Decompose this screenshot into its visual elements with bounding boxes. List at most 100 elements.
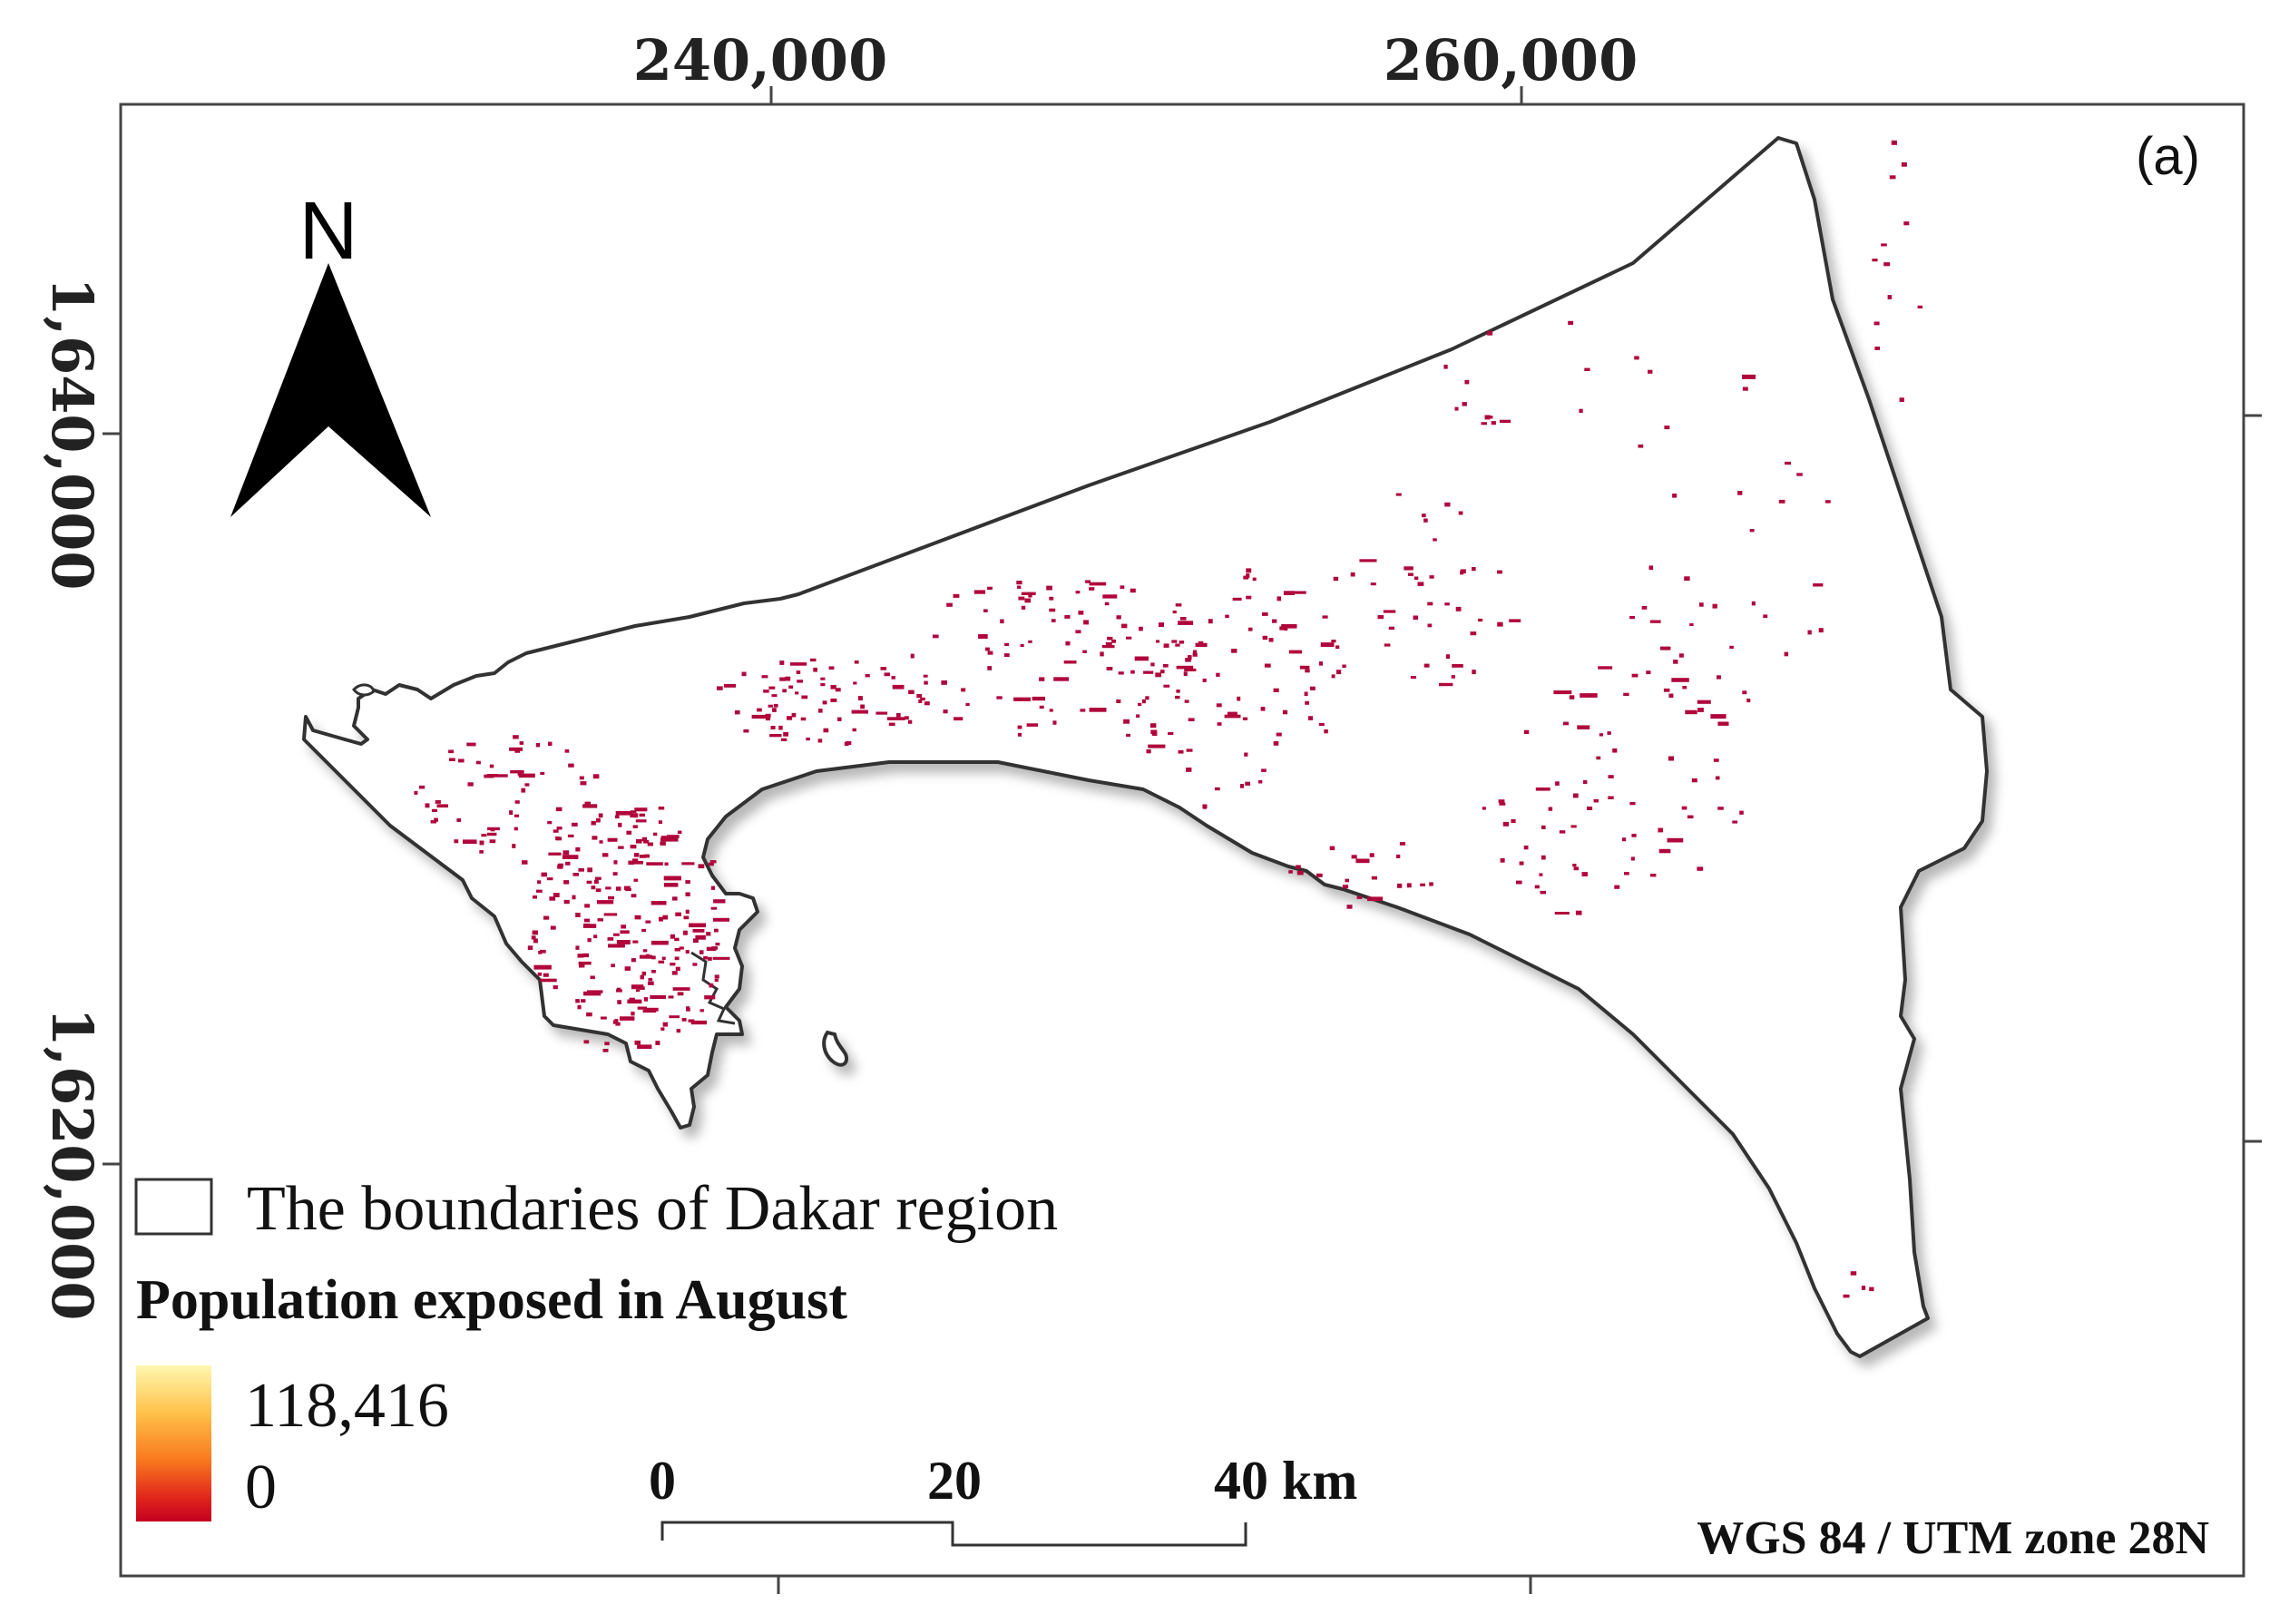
exposure-cell: [1346, 905, 1353, 909]
exposure-cell: [1460, 571, 1464, 575]
exposure-cell: [1075, 591, 1081, 594]
exposure-cell: [713, 899, 726, 904]
exposure-cell: [853, 681, 857, 685]
legend: The boundaries of Dakar region Populatio…: [134, 1174, 1058, 1522]
exposure-cell: [695, 934, 706, 940]
exposure-cell: [1126, 733, 1130, 737]
exposure-cell: [651, 970, 656, 973]
exposure-cell: [633, 853, 640, 857]
exposure-cell: [562, 855, 579, 859]
exposure-cell: [1818, 628, 1824, 633]
exposure-cell: [658, 960, 665, 964]
exposure-cell: [1246, 573, 1250, 579]
exposure-cell: [1452, 664, 1463, 668]
exposure-cell: [1584, 367, 1590, 371]
exposure-cell: [518, 773, 535, 778]
exposure-cell: [1455, 606, 1462, 611]
exposure-cell: [1284, 627, 1288, 631]
exposure-cell: [577, 954, 584, 958]
exposed-population-cells: [414, 140, 1923, 1298]
exposure-cell: [1316, 873, 1323, 877]
exposure-cell: [1673, 660, 1678, 664]
exposure-cell: [844, 741, 849, 746]
exposure-cell: [1599, 733, 1603, 737]
exposure-cell: [1155, 672, 1161, 678]
exposure-cell: [961, 688, 966, 692]
exposure-cell: [710, 906, 718, 910]
exposure-cell: [1017, 725, 1022, 729]
exposure-cell: [598, 813, 603, 818]
exposure-cell: [1874, 347, 1881, 350]
exposure-cell: [714, 974, 719, 979]
exposure-cell: [583, 1040, 590, 1044]
exposure-cell: [860, 704, 865, 709]
exposure-cell: [857, 696, 863, 700]
exposure-cell: [661, 956, 666, 961]
exposure-cell: [533, 938, 538, 944]
exposure-cell: [1162, 664, 1169, 668]
exposure-cell: [593, 934, 598, 939]
exposure-cell: [543, 915, 550, 920]
exposure-cell: [1697, 699, 1711, 704]
exposure-cell: [1697, 866, 1704, 871]
exposure-cell: [568, 763, 574, 768]
exposure-cell: [1149, 723, 1157, 729]
exposure-cell: [1335, 670, 1342, 675]
exposure-cell: [781, 738, 787, 741]
exposure-cell: [1013, 697, 1031, 701]
exposure-cell: [1104, 602, 1110, 606]
exposure-cell: [592, 774, 600, 779]
exposure-cell: [521, 788, 526, 793]
exposure-cell: [1850, 1271, 1857, 1276]
exposure-cell: [586, 880, 592, 884]
exposure-cell: [546, 877, 553, 881]
exposure-cell: [1843, 1294, 1850, 1298]
exposure-cell: [1482, 807, 1486, 810]
exposure-cell: [1420, 883, 1425, 886]
exposure-cell: [615, 1022, 621, 1026]
exposure-cell: [636, 839, 642, 844]
exposure-cell: [1638, 444, 1644, 448]
exposure-cell: [1872, 259, 1878, 262]
exposure-cell: [823, 728, 829, 733]
exposure-cell: [1883, 262, 1891, 267]
exposure-cell: [467, 782, 474, 787]
exposure-cell: [1395, 493, 1402, 496]
exposure-cell: [1026, 723, 1038, 727]
exposure-cell: [1080, 709, 1086, 712]
exposure-cell: [692, 963, 698, 966]
exposure-cell: [449, 758, 455, 761]
exposure-cell: [1175, 643, 1180, 647]
exposure-cell: [540, 949, 546, 954]
exposure-cell: [674, 948, 680, 952]
color-ramp: [136, 1365, 211, 1521]
exposure-cell: [783, 732, 788, 737]
exposure-cell: [779, 677, 786, 681]
exposure-cell: [708, 862, 714, 866]
exposure-cell: [710, 885, 715, 890]
exposure-cell: [1246, 568, 1252, 573]
exposure-cell: [670, 963, 676, 966]
exposure-cell: [616, 989, 622, 993]
exposure-cell: [646, 862, 663, 866]
exposure-cell: [1021, 592, 1036, 595]
exposure-cell: [761, 675, 768, 679]
exposure-cell: [625, 887, 631, 892]
exposure-cell: [1579, 408, 1583, 413]
exposure-cell: [978, 634, 988, 639]
exposure-cell: [1322, 615, 1328, 619]
exposure-cell: [675, 966, 680, 971]
grid-ticks: [103, 86, 2262, 1594]
exposure-cell: [535, 743, 541, 748]
exposure-cell: [628, 860, 634, 866]
exposure-cell: [543, 973, 549, 977]
exposure-cell: [1331, 674, 1335, 679]
exposure-cell: [555, 807, 562, 812]
exposure-cell: [1891, 140, 1897, 145]
exposure-cell: [595, 888, 602, 893]
exposure-cell: [1641, 605, 1648, 610]
exposure-cell: [436, 804, 448, 808]
exposure-cell: [817, 709, 823, 713]
exposure-cell: [1614, 885, 1620, 889]
x-coord-label: 240,000: [633, 27, 887, 93]
